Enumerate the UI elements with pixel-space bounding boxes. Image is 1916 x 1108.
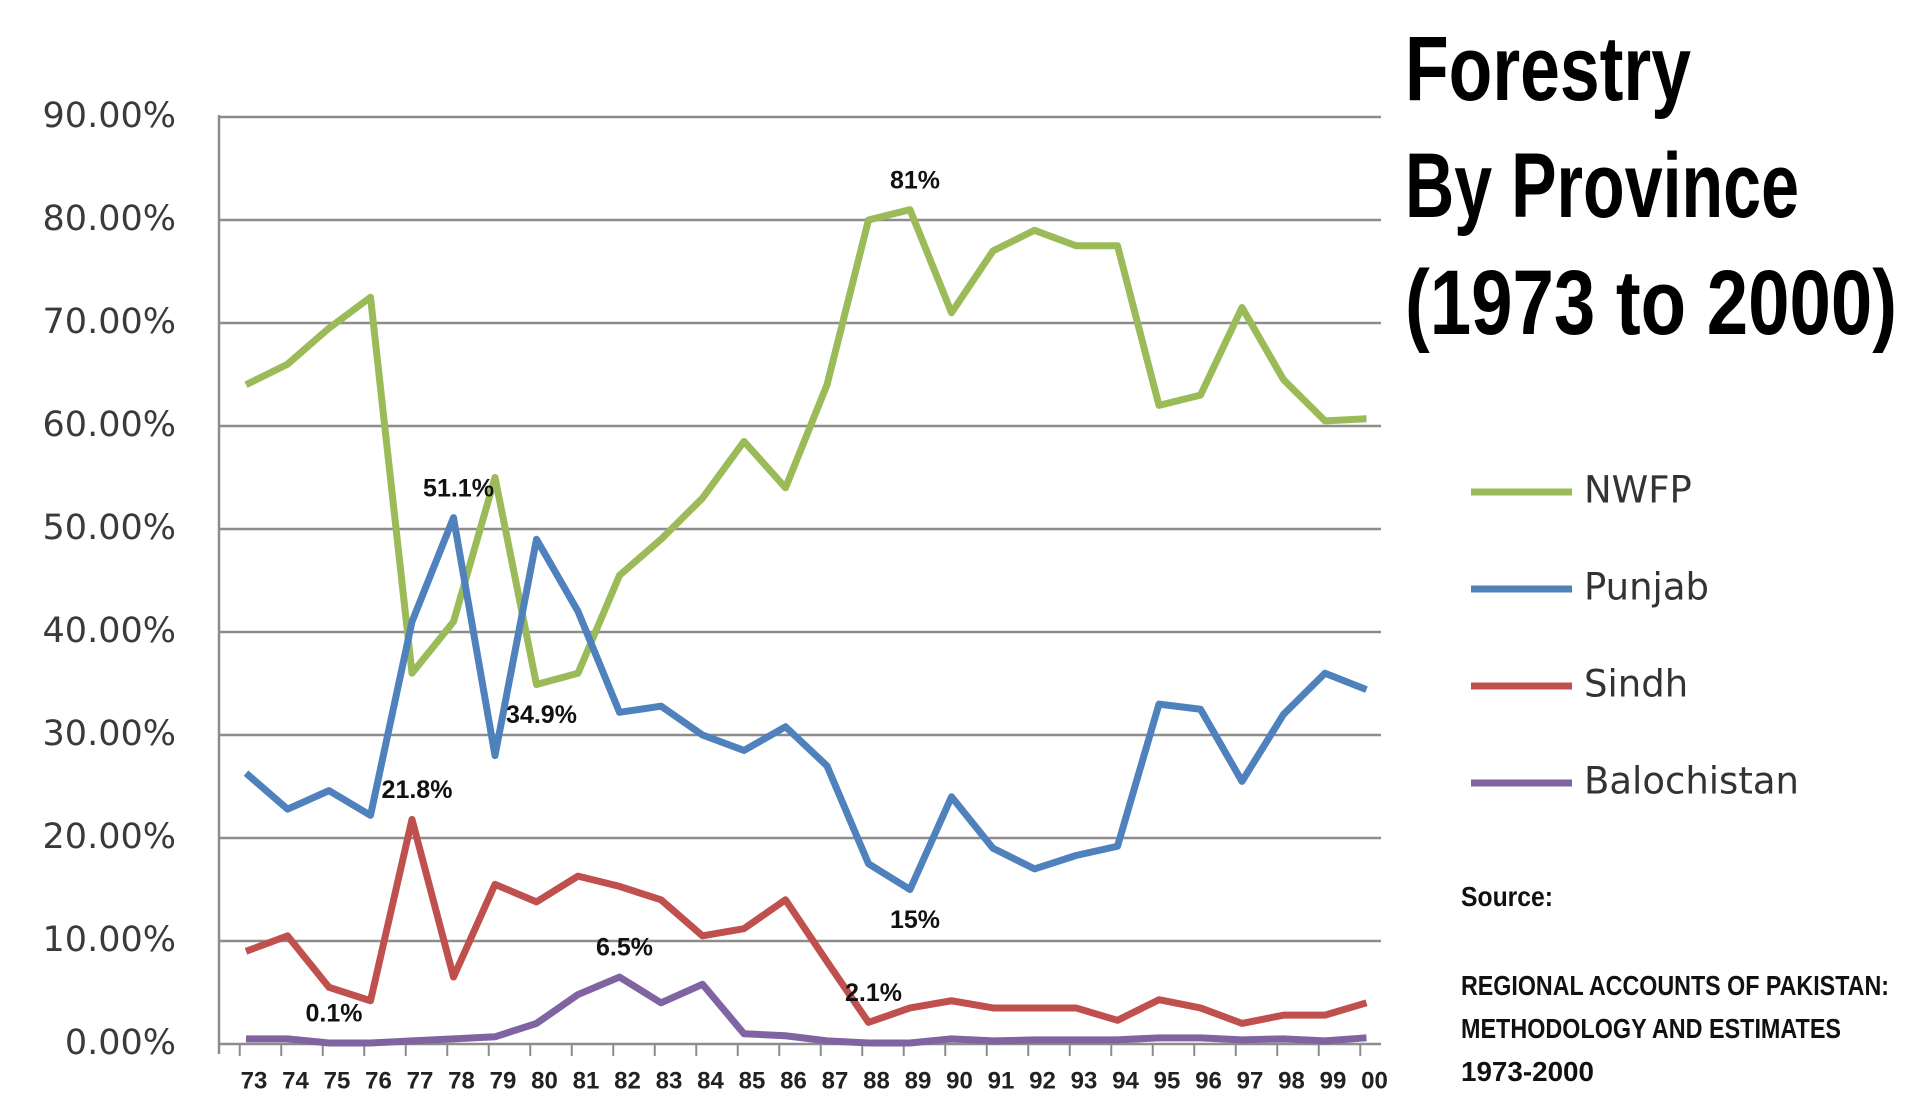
x-tick-label: 99 xyxy=(1320,1067,1347,1094)
y-tick-label: 20.00% xyxy=(43,817,176,857)
x-tick-label: 97 xyxy=(1237,1067,1264,1094)
x-tick-label: 78 xyxy=(448,1067,475,1094)
x-tick-label: 91 xyxy=(988,1067,1015,1094)
value-label: 0.1% xyxy=(306,1000,363,1028)
x-tick-label: 92 xyxy=(1029,1067,1056,1094)
y-tick-label: 30.00% xyxy=(43,714,176,754)
x-tick-label: 73 xyxy=(241,1067,268,1094)
x-tick-label: 00 xyxy=(1361,1067,1388,1094)
x-tick-label: 94 xyxy=(1112,1067,1139,1094)
value-label: 81% xyxy=(890,166,940,194)
source-text: METHODOLOGY AND ESTIMATES xyxy=(1461,1013,1841,1044)
legend-label: Balochistan xyxy=(1584,760,1799,803)
value-label: 2.1% xyxy=(845,979,902,1007)
x-tick-label: 86 xyxy=(780,1067,807,1094)
x-tick-label: 75 xyxy=(324,1067,351,1094)
x-tick-label: 76 xyxy=(365,1067,392,1094)
y-tick-label: 60.00% xyxy=(43,405,176,445)
x-tick-label: 88 xyxy=(863,1067,890,1094)
x-tick-label: 81 xyxy=(573,1067,600,1094)
x-tick-label: 85 xyxy=(739,1067,766,1094)
y-tick-label: 40.00% xyxy=(43,611,176,651)
legend-label: NWFP xyxy=(1584,469,1692,512)
y-tick-label: 70.00% xyxy=(43,302,176,342)
y-tick-label: 0.00% xyxy=(65,1023,176,1063)
chart-title: Forestry xyxy=(1405,18,1691,120)
x-tick-label: 83 xyxy=(656,1067,683,1094)
x-tick-label: 96 xyxy=(1195,1067,1222,1094)
source-label: Source: xyxy=(1461,881,1553,912)
legend-label: Sindh xyxy=(1584,663,1688,706)
x-tick-label: 80 xyxy=(531,1067,558,1094)
series-line xyxy=(246,973,1367,1047)
x-tick-label: 74 xyxy=(282,1067,309,1094)
x-tick-label: 90 xyxy=(946,1067,973,1094)
value-label: 51.1% xyxy=(423,474,494,502)
value-label: 6.5% xyxy=(596,934,653,962)
series-line xyxy=(243,514,1368,893)
x-tick-label: 82 xyxy=(614,1067,641,1094)
chart-title: By Province xyxy=(1405,135,1799,237)
x-tick-label: 98 xyxy=(1278,1067,1305,1094)
y-tick-label: 10.00% xyxy=(43,920,176,960)
y-tick-label: 90.00% xyxy=(43,96,176,136)
x-tick-label: 77 xyxy=(407,1067,434,1094)
x-tick-label: 84 xyxy=(697,1067,724,1094)
y-tick-label: 50.00% xyxy=(43,508,176,548)
x-tick-label: 79 xyxy=(490,1067,517,1094)
source-text: REGIONAL ACCOUNTS OF PAKISTAN: xyxy=(1461,970,1889,1001)
series-line xyxy=(244,815,1368,1027)
value-label: 34.9% xyxy=(506,701,577,729)
chart-title: (1973 to 2000) xyxy=(1405,252,1897,354)
x-tick-label: 89 xyxy=(905,1067,932,1094)
legend-label: Punjab xyxy=(1584,566,1709,609)
x-tick-label: 87 xyxy=(822,1067,849,1094)
value-label: 21.8% xyxy=(382,776,453,804)
series-line xyxy=(244,206,1367,689)
y-tick-label: 80.00% xyxy=(43,199,176,239)
source-text: 1973-2000 xyxy=(1461,1056,1594,1087)
x-tick-label: 93 xyxy=(1071,1067,1098,1094)
value-label: 15% xyxy=(890,906,940,934)
x-tick-label: 95 xyxy=(1154,1067,1181,1094)
